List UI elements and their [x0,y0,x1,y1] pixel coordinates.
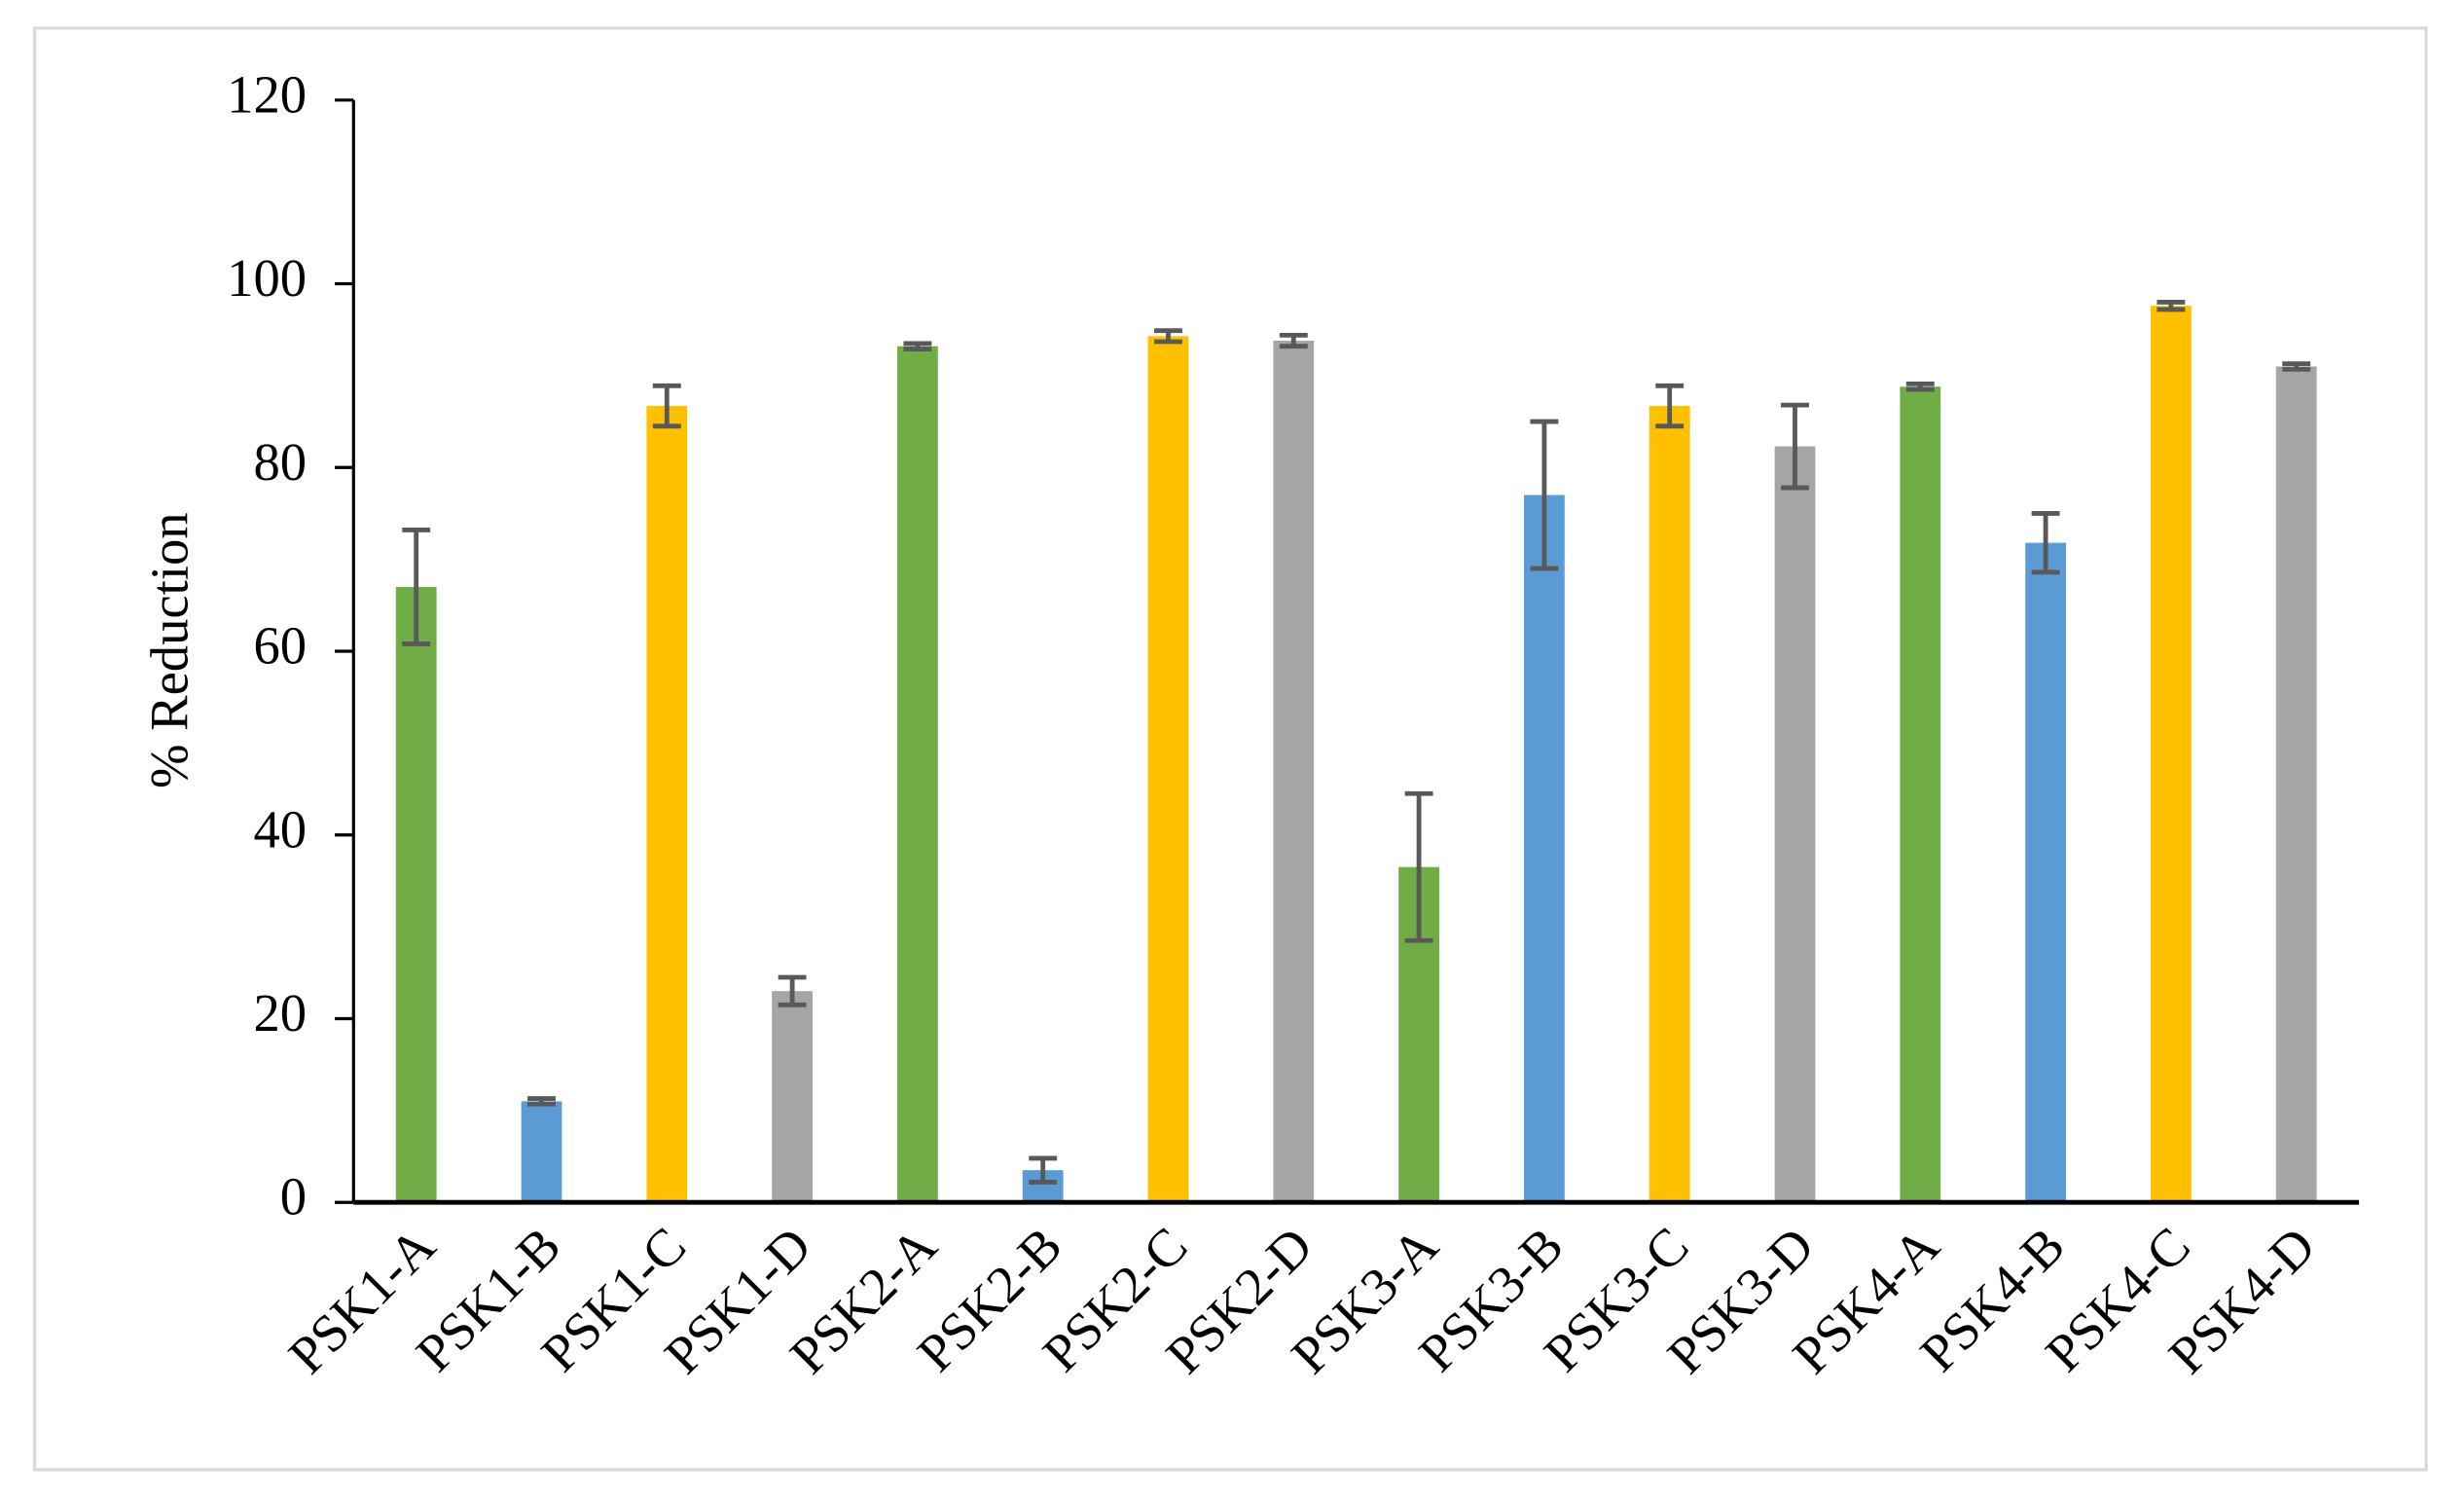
y-tick-label: 100 [227,248,307,308]
bar [772,991,813,1203]
bar [897,346,938,1203]
y-axis-label: % Reduction [140,512,199,788]
bar [395,586,437,1203]
bar [2151,306,2192,1203]
bar [1147,336,1189,1203]
bar [1774,446,1816,1203]
bar [1273,341,1315,1203]
y-tick-label: 120 [227,64,307,124]
bar [1900,386,1941,1203]
bar [646,406,688,1203]
bar [1524,494,1565,1203]
y-tick-label: 60 [253,616,307,676]
bar [2275,366,2317,1203]
y-tick-label: 40 [253,799,307,859]
bar [1649,406,1690,1203]
y-tick-label: 80 [253,432,307,492]
bar [2025,542,2066,1203]
y-tick-label: 0 [280,1167,307,1226]
bar [521,1101,562,1203]
y-tick-label: 20 [253,983,307,1043]
